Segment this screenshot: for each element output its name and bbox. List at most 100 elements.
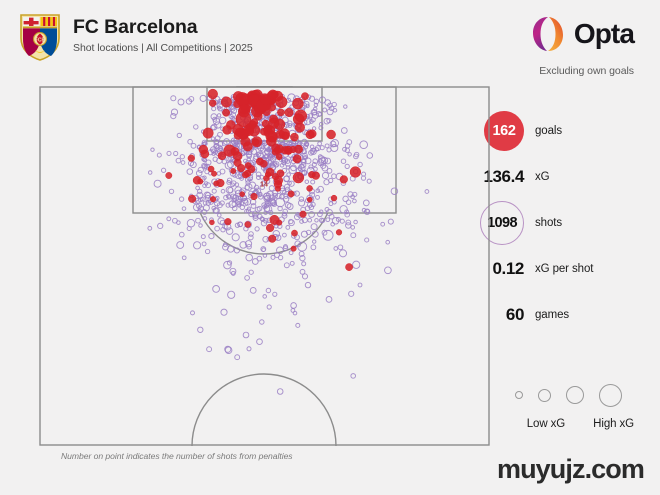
shot-marker bbox=[282, 208, 288, 215]
shot-marker bbox=[308, 149, 314, 156]
goal-marker bbox=[250, 118, 259, 127]
shot-marker bbox=[353, 219, 358, 225]
shot-marker bbox=[224, 345, 232, 353]
legend-dot-scale bbox=[448, 383, 638, 407]
shot-marker bbox=[255, 171, 262, 178]
shot-marker bbox=[245, 151, 253, 158]
legend-high-label: High xG bbox=[593, 418, 634, 430]
page-subtitle: Shot locations | All Competitions | 2025 bbox=[73, 42, 253, 55]
shot-marker bbox=[259, 216, 265, 221]
shot-marker bbox=[288, 180, 295, 187]
shot-marker bbox=[254, 206, 261, 213]
goal-marker bbox=[326, 129, 336, 140]
shot-marker bbox=[147, 170, 153, 175]
shot-marker bbox=[323, 117, 331, 125]
shot-marker bbox=[248, 176, 253, 182]
goal-marker bbox=[294, 109, 308, 123]
goal-marker bbox=[268, 234, 277, 243]
shot-marker bbox=[353, 153, 359, 160]
shot-marker bbox=[287, 180, 292, 186]
shot-marker bbox=[288, 250, 294, 256]
shot-marker bbox=[177, 98, 185, 106]
shot-marker bbox=[357, 282, 363, 288]
shot-marker bbox=[214, 225, 220, 232]
goal-marker bbox=[244, 162, 252, 170]
goal-marker bbox=[330, 194, 338, 202]
shot-marker bbox=[362, 199, 370, 207]
goal-marker bbox=[260, 94, 272, 106]
shot-marker bbox=[233, 247, 240, 254]
shot-marker bbox=[305, 229, 312, 236]
shot-marker bbox=[301, 273, 309, 280]
goal-marker bbox=[200, 149, 210, 159]
shot-marker bbox=[202, 183, 207, 188]
shot-marker bbox=[338, 249, 348, 258]
shot-marker bbox=[226, 180, 232, 185]
goal-marker bbox=[208, 99, 217, 107]
shot-marker bbox=[230, 182, 235, 188]
shot-marker bbox=[293, 213, 301, 221]
goal-marker bbox=[244, 221, 252, 228]
shot-marker bbox=[221, 140, 228, 147]
shot-marker bbox=[277, 254, 284, 261]
shot-marker bbox=[331, 217, 340, 225]
shot-marker bbox=[350, 232, 357, 239]
shot-marker bbox=[247, 234, 254, 241]
shot-marker bbox=[217, 212, 222, 218]
goal-marker bbox=[277, 108, 285, 117]
shot-marker bbox=[318, 96, 327, 104]
shot-marker bbox=[321, 171, 330, 180]
shot-marker bbox=[272, 229, 281, 238]
shot-marker bbox=[326, 108, 334, 116]
shot-marker bbox=[170, 95, 177, 102]
shot-marker bbox=[193, 124, 199, 130]
shot-marker bbox=[312, 106, 318, 112]
shot-marker bbox=[249, 287, 257, 294]
goal-marker bbox=[207, 88, 218, 100]
shot-marker bbox=[202, 175, 207, 180]
stat-goals: 162 goals bbox=[432, 108, 650, 154]
shot-marker bbox=[272, 291, 278, 297]
shot-marker bbox=[220, 308, 228, 316]
xg-value: 136.4 bbox=[483, 167, 524, 186]
shot-marker bbox=[357, 161, 363, 168]
shot-marker bbox=[219, 168, 226, 175]
shot-marker bbox=[242, 331, 250, 339]
shot-marker bbox=[272, 161, 280, 168]
goal-marker bbox=[280, 146, 290, 155]
legend-labels: Low xG High xG bbox=[448, 418, 638, 430]
shot-marker bbox=[344, 209, 350, 215]
shot-marker bbox=[387, 218, 394, 225]
shot-marker bbox=[227, 161, 235, 169]
shot-marker bbox=[304, 179, 310, 184]
shot-marker bbox=[261, 139, 267, 145]
shot-marker bbox=[156, 152, 162, 158]
shot-marker bbox=[225, 227, 234, 235]
shot-marker bbox=[286, 172, 291, 177]
goal-marker bbox=[187, 154, 195, 162]
shot-marker bbox=[259, 184, 266, 190]
shot-marker bbox=[352, 260, 361, 269]
shot-marker bbox=[315, 188, 321, 194]
goal-marker bbox=[188, 194, 197, 203]
shot-marker bbox=[216, 113, 222, 118]
shot-marker bbox=[248, 231, 254, 237]
goal-marker bbox=[311, 171, 320, 180]
goal-marker bbox=[349, 166, 361, 178]
shot-marker bbox=[328, 177, 334, 184]
goal-marker bbox=[339, 175, 348, 184]
goal-marker bbox=[306, 196, 313, 203]
shot-marker bbox=[384, 266, 392, 275]
goal-marker bbox=[263, 175, 270, 182]
shot-marker bbox=[244, 275, 250, 281]
shot-marker bbox=[181, 255, 187, 261]
shot-marker bbox=[283, 193, 289, 199]
shot-marker bbox=[366, 152, 374, 159]
shot-marker bbox=[385, 239, 391, 245]
shot-marker bbox=[270, 254, 276, 260]
shot-marker bbox=[288, 165, 297, 175]
shot-marker bbox=[180, 160, 186, 165]
shot-marker bbox=[211, 188, 217, 194]
shot-marker bbox=[260, 219, 268, 227]
shot-marker bbox=[190, 310, 195, 316]
